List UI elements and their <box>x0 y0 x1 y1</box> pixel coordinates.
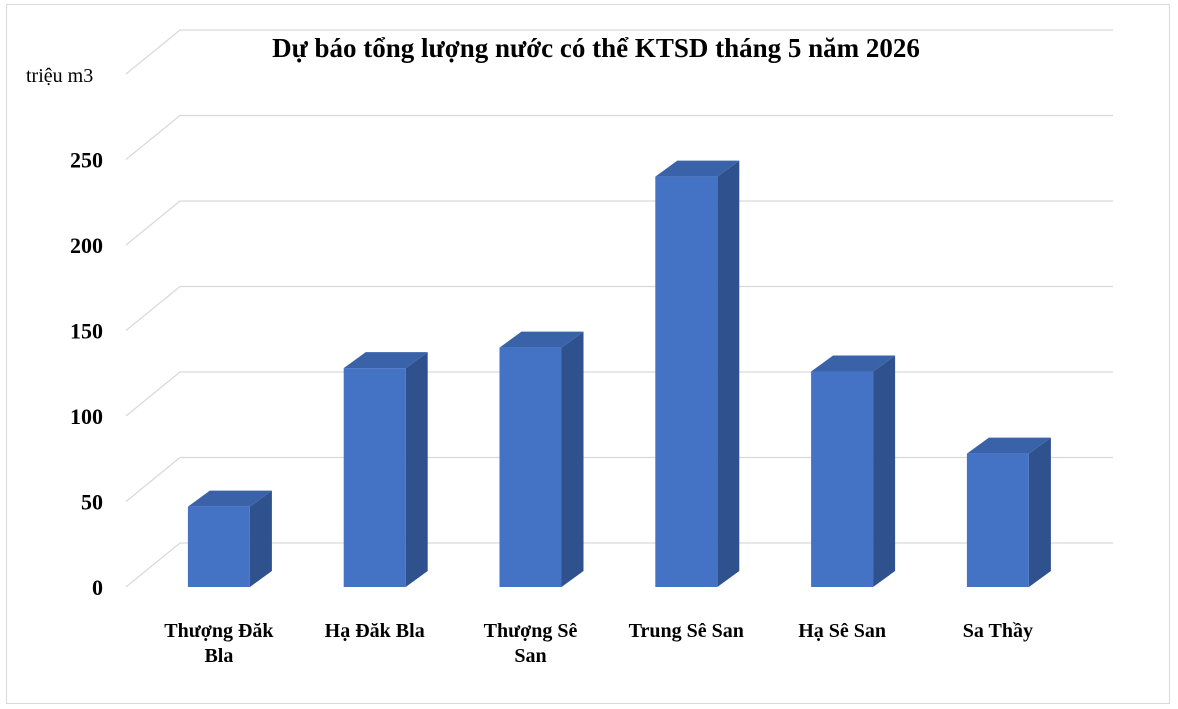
x-tick-label: Hạ Đăk Bla <box>325 620 425 642</box>
bar <box>811 355 896 587</box>
bar-front <box>343 368 406 587</box>
bar-side <box>561 331 584 587</box>
gridline <box>125 542 1113 588</box>
chart-frame <box>6 4 1170 704</box>
bar-side <box>249 490 272 587</box>
y-tick-label: 0 <box>92 575 103 600</box>
gridline <box>125 285 1113 332</box>
bar-top <box>187 490 272 507</box>
bar-front <box>499 347 562 587</box>
bar-front <box>966 453 1029 587</box>
bar-side <box>1028 437 1051 587</box>
x-tick-label: Thượng Đăk Bla <box>164 620 274 667</box>
bar-top <box>655 160 740 177</box>
y-tick-label: 150 <box>70 319 103 344</box>
bar-front <box>655 176 718 587</box>
x-axis-ticks: Thượng Đăk Bla Hạ Đăk Bla Thượng Sê San Trung… <box>164 620 1033 667</box>
gridlines <box>125 29 1113 588</box>
gridline <box>125 456 1113 503</box>
gridline <box>125 29 1113 75</box>
y-tick-label: 50 <box>81 490 103 515</box>
bars <box>187 160 1051 587</box>
bar-top <box>499 331 584 348</box>
x-tick-label: Trung Sê San <box>629 620 744 642</box>
bar-front <box>187 506 250 587</box>
bar-side <box>717 160 740 587</box>
bar-top <box>966 437 1051 454</box>
bar-top <box>811 355 896 372</box>
gridline <box>125 371 1113 417</box>
bar-top <box>343 352 428 369</box>
y-axis-ticks: 0 50 100 150 200 250 <box>70 148 103 601</box>
bar-side <box>873 355 896 587</box>
x-tick-label: Sa Thầy <box>963 620 1033 642</box>
bar-side <box>405 352 428 587</box>
bar-front <box>811 371 874 587</box>
bar <box>343 352 428 587</box>
gridline <box>125 114 1113 161</box>
x-tick-label: Hạ Sê San <box>798 620 886 642</box>
y-tick-label: 200 <box>70 233 103 258</box>
x-tick-label: Thượng Sê San <box>484 620 578 667</box>
gridline <box>125 200 1113 246</box>
chart-title: Dự báo tổng lượng nước có thể KTSD tháng… <box>272 33 920 63</box>
bar <box>187 490 272 587</box>
y-axis-unit-label: triệu m3 <box>26 65 93 87</box>
y-tick-label: 250 <box>70 148 103 173</box>
bar <box>966 437 1051 587</box>
y-tick-label: 100 <box>70 404 103 429</box>
bar <box>499 331 584 587</box>
bar <box>655 160 740 587</box>
